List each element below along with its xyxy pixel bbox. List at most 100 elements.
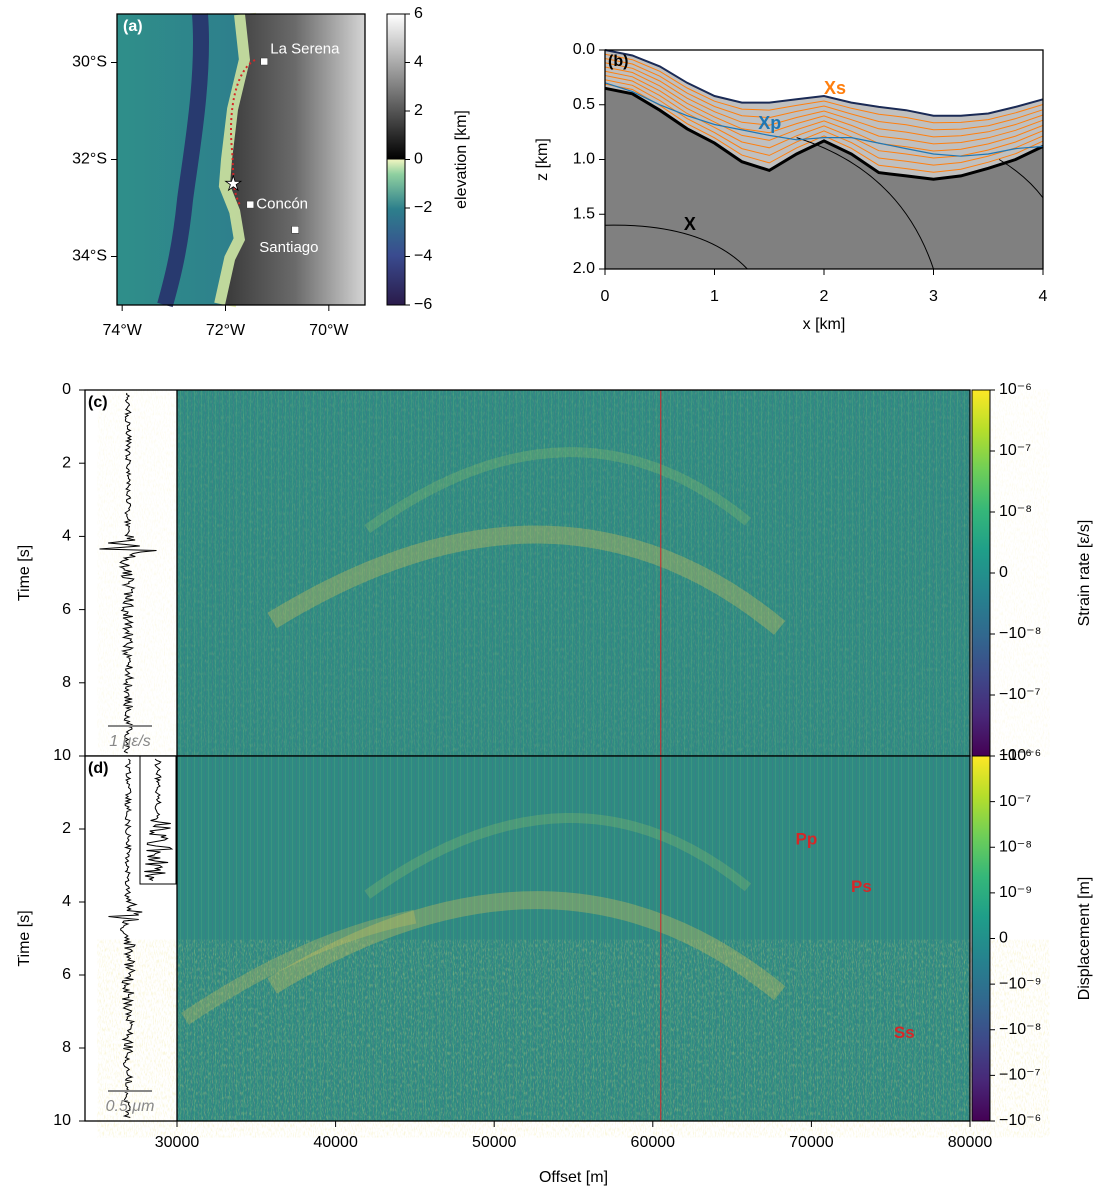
interface-arc (796, 137, 934, 270)
y-tick-label: 1.0 (573, 151, 595, 168)
x-tick-label: 3 (929, 288, 938, 305)
scale-bar-label: 1 με/s (109, 733, 151, 750)
trace-panel (85, 390, 177, 756)
x-tick-label: 0 (601, 288, 610, 305)
colorbar (971, 389, 991, 757)
y-tick-label: 2.0 (573, 260, 595, 277)
y-tick-label: 4 (62, 893, 71, 910)
y-tick-label: 2 (62, 820, 71, 837)
arrival-band (364, 447, 752, 534)
panel-label: (b) (608, 53, 628, 70)
x-tick-label: 60000 (631, 1134, 676, 1151)
map-background (117, 12, 365, 308)
layer-line (604, 62, 1044, 138)
colorbar-tick-label: −6 (414, 296, 432, 313)
arrival-band (181, 909, 417, 1025)
y-tick-label: 10 (53, 747, 71, 764)
x-tick-label: 2 (820, 288, 829, 305)
colorbar-label: elevation [km] (453, 110, 470, 209)
colorbar-tick-label: −10⁻⁶ (999, 747, 1041, 764)
y-tick-label: 32°S (72, 151, 107, 168)
annotation: Ss (894, 1023, 915, 1042)
place-label: Concón (256, 196, 308, 213)
annotation: Pp (796, 829, 818, 848)
colorbar-tick-label: 10⁻⁶ (999, 381, 1032, 398)
layer-line (604, 70, 1044, 152)
arrival-band (364, 813, 752, 899)
y-tick-label: 6 (62, 601, 71, 618)
y-tick-label: 1.5 (573, 205, 595, 222)
x-tick-label: 50000 (472, 1134, 517, 1151)
colorbar-tick-label: −10⁻⁷ (999, 1067, 1041, 1084)
trace (99, 392, 157, 754)
y-axis-label: z [km] (534, 138, 551, 181)
y-tick-label: 2 (62, 454, 71, 471)
colorbar-tick-label: 0 (999, 930, 1008, 947)
section-line (604, 86, 1044, 181)
x-tick-label: 30000 (155, 1134, 200, 1151)
x-tick-label: 1 (710, 288, 719, 305)
axes-frame (84, 755, 971, 1122)
section-layer (605, 50, 1043, 180)
section-line (604, 82, 1044, 157)
panel-label: (a) (123, 18, 143, 35)
image-noise (177, 420, 970, 726)
y-tick-label: 30°S (72, 54, 107, 71)
y-tick-label: 4 (62, 528, 71, 545)
y-tick-label: 34°S (72, 248, 107, 265)
layer-line (604, 53, 1044, 124)
colorbar-tick-label: −10⁻⁷ (999, 686, 1041, 703)
section-line (604, 49, 1044, 117)
colorbar-tick-label: 10⁻⁶ (999, 747, 1032, 764)
place-label: La Serena (270, 40, 340, 57)
x-tick-label: 72°W (206, 322, 246, 339)
x-axis-label: x [km] (803, 316, 846, 333)
place-label: Santiago (259, 239, 318, 256)
x-tick-label: 80000 (948, 1134, 993, 1151)
place-marker (246, 200, 255, 209)
x-tick-label: 40000 (313, 1134, 358, 1151)
colorbar-tick-label: 10⁻⁸ (999, 503, 1032, 520)
annotation: Xs (824, 78, 846, 98)
y-tick-label: 0 (62, 381, 71, 398)
section-air (605, 50, 1043, 116)
layer-line (604, 83, 1044, 173)
trace (144, 758, 174, 881)
x-tick-label: 74°W (103, 322, 143, 339)
x-tick-label: 4 (1039, 288, 1048, 305)
colorbar-tick-label: −2 (414, 199, 432, 216)
layer-line (604, 75, 1044, 159)
panel-label: (c) (88, 394, 108, 411)
arrival-band (267, 891, 786, 1001)
colorbar-tick-label: −4 (414, 248, 432, 265)
layer-line (604, 66, 1044, 145)
colorbar-tick-label: 10⁻⁹ (999, 884, 1032, 901)
colorbar-label: Strain rate [ε/s] (1076, 520, 1093, 627)
colorbar-tick-label: 10⁻⁷ (999, 793, 1031, 810)
colorbar-tick-label: 6 (414, 5, 423, 22)
colorbar (386, 13, 406, 306)
colorbar (971, 755, 991, 1122)
x-tick-label: 70°W (309, 322, 349, 339)
y-tick-label: 0.5 (573, 96, 595, 113)
colorbar-tick-label: 10⁻⁸ (999, 838, 1032, 855)
y-tick-label: 0.0 (573, 41, 595, 58)
y-tick-label: 10 (53, 1112, 71, 1129)
scale-bar-label: 0.5 μm (106, 1098, 155, 1115)
colorbar-label: Displacement [m] (1076, 877, 1093, 1001)
image-noise (177, 956, 970, 1121)
colorbar-tick-label: 10⁻⁷ (999, 442, 1031, 459)
annotation: X (684, 214, 696, 234)
trace (108, 758, 143, 1118)
place-marker (291, 226, 299, 234)
colorbar-tick-label: 0 (999, 564, 1008, 581)
colorbar-tick-label: 2 (414, 102, 423, 119)
y-axis-label: Time [s] (16, 910, 33, 966)
x-axis-label: Offset [m] (539, 1169, 608, 1186)
colorbar-tick-label: −10⁻⁸ (999, 1021, 1041, 1038)
layer-line (604, 58, 1044, 131)
colorbar-tick-label: −10⁻⁸ (999, 625, 1041, 642)
y-tick-label: 8 (62, 1039, 71, 1056)
source-star (224, 174, 243, 192)
